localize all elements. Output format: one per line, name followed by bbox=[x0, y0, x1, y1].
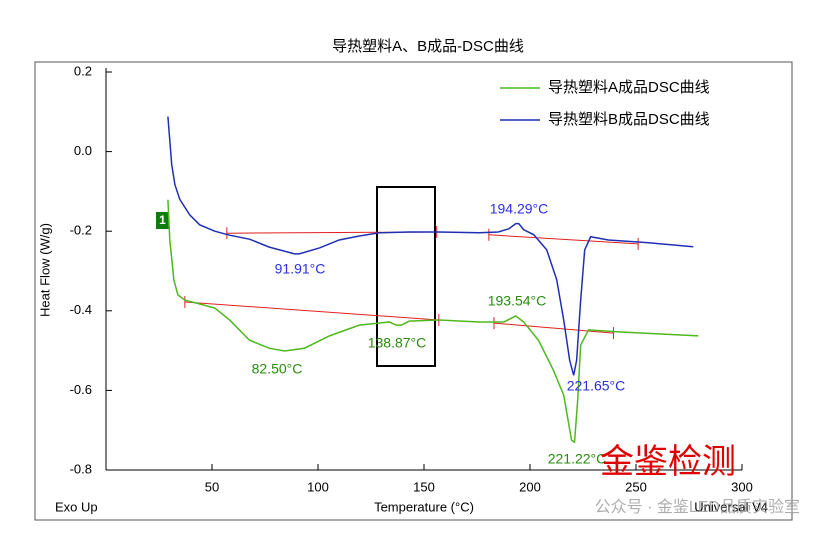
peak-label: 138.87°C bbox=[368, 335, 427, 351]
frame bbox=[34, 61, 793, 521]
y-tick-label: 0.2 bbox=[74, 63, 92, 78]
peak-label: 91.91°C bbox=[275, 261, 326, 277]
y-tick-label: -0.8 bbox=[70, 461, 92, 476]
chart-title: 导热塑料A、B成品-DSC曲线 bbox=[332, 38, 524, 55]
series-line bbox=[167, 199, 699, 444]
x-tick-label: 50 bbox=[205, 479, 219, 494]
curve-marker: 1 bbox=[159, 213, 166, 227]
y-tick-label: 0.0 bbox=[74, 143, 92, 158]
corner-note: Universal V4 bbox=[694, 499, 768, 514]
corner-note: Exo Up bbox=[55, 499, 98, 514]
x-axis-label: Temperature (°C) bbox=[374, 499, 474, 514]
peak-label: 194.29°C bbox=[490, 201, 549, 217]
x-tick-label: 250 bbox=[625, 479, 647, 494]
legend-label: 导热塑料A成品DSC曲线 bbox=[548, 79, 710, 96]
watermark: 金鉴检测 bbox=[600, 443, 736, 481]
x-tick-label: 200 bbox=[519, 479, 541, 494]
peak-label: 221.65°C bbox=[567, 378, 626, 394]
peak-label: 221.22°C bbox=[548, 451, 607, 467]
peak-label: 82.50°C bbox=[252, 361, 303, 377]
baseline bbox=[493, 322, 614, 334]
peak-label: 193.54°C bbox=[488, 293, 547, 309]
highlight-box bbox=[376, 186, 436, 367]
baseline bbox=[488, 234, 639, 245]
legend-label: 导热塑料B成品DSC曲线 bbox=[548, 111, 710, 128]
y-axis-label: Heat Flow (W/g) bbox=[37, 223, 52, 317]
curve-marker-box bbox=[156, 212, 169, 229]
series-line bbox=[167, 116, 694, 376]
y-tick-label: -0.4 bbox=[70, 302, 92, 317]
x-tick-label: 150 bbox=[413, 479, 435, 494]
watermark-caption: 公众号 · 金鉴LED品质实验室 bbox=[595, 498, 800, 516]
y-tick-label: -0.2 bbox=[70, 223, 92, 238]
y-tick-label: -0.6 bbox=[70, 382, 92, 397]
x-tick-label: 300 bbox=[731, 479, 753, 494]
baseline bbox=[184, 301, 439, 321]
x-tick-label: 100 bbox=[307, 479, 329, 494]
